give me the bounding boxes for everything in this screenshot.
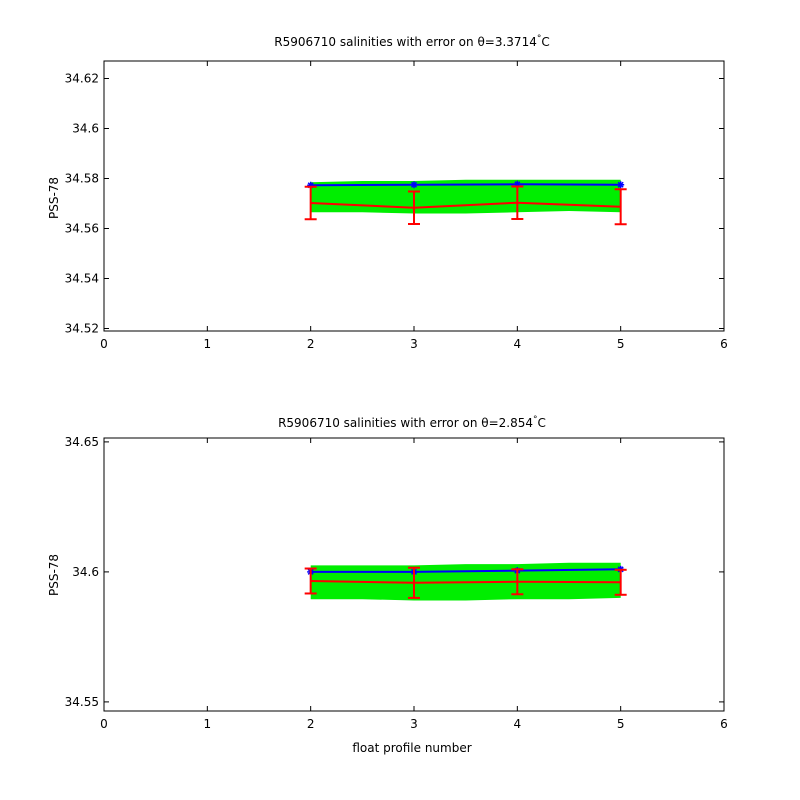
x-tick-label: 2 <box>307 337 315 351</box>
x-tick-label: 5 <box>617 337 625 351</box>
x-tick-label: 5 <box>617 717 625 731</box>
error-bar <box>511 185 524 220</box>
y-tick-label: 34.56 <box>65 222 99 236</box>
error-bar <box>614 568 627 596</box>
error-bar <box>304 567 317 595</box>
x-tick-label: 0 <box>100 337 108 351</box>
x-tick-label: 4 <box>514 717 522 731</box>
y-tick-label: 34.55 <box>65 695 99 709</box>
y-axis-label: PSS-78 <box>47 554 61 596</box>
error-bar <box>511 568 524 596</box>
data-point <box>410 181 418 189</box>
x-tick-label: 0 <box>100 717 108 731</box>
blue-series-line <box>310 568 621 573</box>
error-bar <box>408 190 420 225</box>
x-tick-label: 4 <box>514 337 522 351</box>
y-tick-label: 34.65 <box>65 435 99 449</box>
y-tick-label: 34.54 <box>65 272 99 286</box>
y-tick-label: 34.6 <box>72 122 99 136</box>
error-band <box>310 179 621 214</box>
data-point <box>617 181 625 189</box>
x-tick-label: 1 <box>204 717 212 731</box>
error-bar <box>614 188 627 226</box>
x-axis-label: float profile number <box>352 741 471 755</box>
y-axis-label: PSS-78 <box>47 177 61 219</box>
red-series-line <box>310 580 621 584</box>
y-tick-label: 34.58 <box>65 172 99 186</box>
x-tick-label: 2 <box>307 717 315 731</box>
red-series-line <box>310 201 621 209</box>
bottom-salinity-chart: R5906710 salinities with error on θ=2.85… <box>47 415 728 755</box>
chart-title: R5906710 salinities with error on θ=2.85… <box>278 415 546 430</box>
x-tick-label: 1 <box>204 337 212 351</box>
x-tick-label: 3 <box>410 717 418 731</box>
y-tick-label: 34.62 <box>65 72 99 86</box>
x-tick-label: 6 <box>720 717 728 731</box>
top-salinity-chart: R5906710 salinities with error on θ=3.37… <box>47 34 728 351</box>
error-bar <box>304 185 317 221</box>
blue-series-line <box>310 183 621 187</box>
y-tick-label: 34.52 <box>65 322 99 336</box>
x-tick-label: 6 <box>720 337 728 351</box>
chart-title: R5906710 salinities with error on θ=3.37… <box>274 34 549 49</box>
y-tick-label: 34.6 <box>72 565 99 579</box>
x-tick-label: 3 <box>410 337 418 351</box>
error-bar <box>408 566 420 599</box>
